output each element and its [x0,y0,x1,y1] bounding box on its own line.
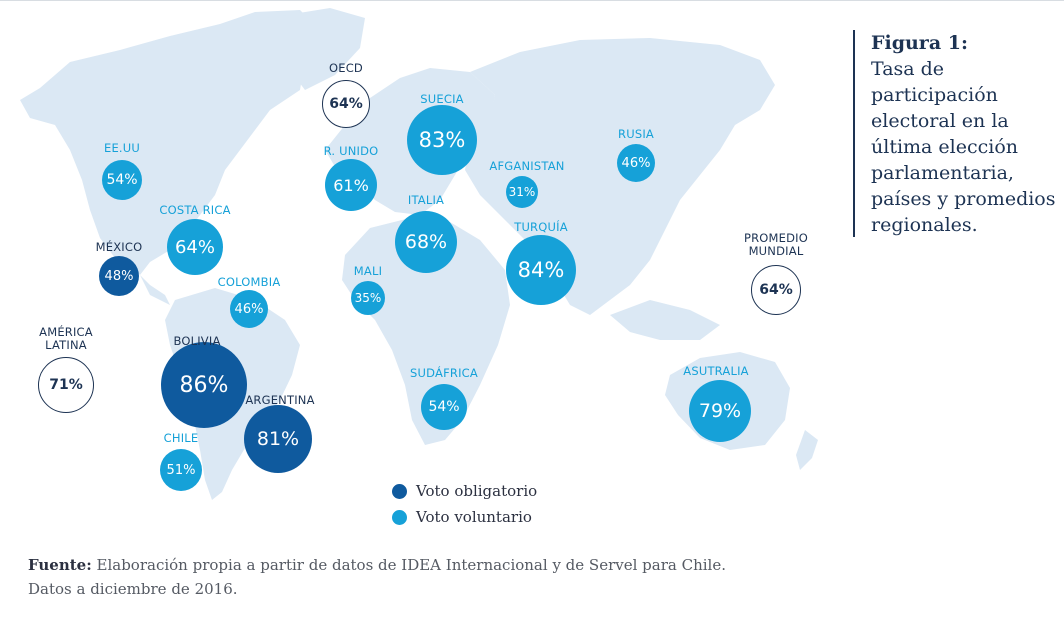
africa-landmass [342,218,510,445]
country-label-mali: MALI [353,264,383,278]
country-label-argentina: ARGENTINA [245,393,315,407]
country-label-méxico: MÉXICO [95,240,143,254]
country-bubble-mali: 35% [351,281,385,315]
country-label-chile: CHILE [163,431,199,445]
country-bubble-afganistan: 31% [506,176,538,208]
country-label-costa-rica: COSTA RICA [159,203,231,217]
country-bubble-r-unido: 61% [325,159,377,211]
average-bubble-promedio-mundial: 64% [751,265,801,315]
country-bubble-sudáfrica: 54% [421,384,467,430]
figure-title: Figura 1: [871,32,968,54]
average-label-promedio-mundial: PROMEDIO MUNDIAL [743,231,809,258]
average-bubble-oecd: 64% [322,80,370,128]
legend-row-voluntario: Voto voluntario [392,504,537,530]
average-label-oecd: OECD [328,61,363,75]
country-label-asutralia: ASUTRALIA [683,364,749,378]
country-bubble-italia: 68% [395,211,457,273]
country-bubble-rusia: 46% [617,144,655,182]
source-text: Elaboración propia a partir de datos de … [91,556,726,574]
country-label-colombia: COLOMBIA [217,275,281,289]
country-bubble-méxico: 48% [99,256,139,296]
figure-caption-block: Figura 1: Tasa de participación electora… [853,30,1059,237]
country-label-turquía: TURQUÍA [514,220,568,234]
greenland-landmass [268,8,365,90]
country-label-rusia: RUSIA [618,127,654,141]
figure-caption: Tasa de participación electoral en la úl… [871,58,1056,236]
legend-row-obligatorio: Voto obligatorio [392,478,537,504]
legend-label-obligatorio: Voto obligatorio [416,482,538,500]
country-label-ee-uu: EE.UU [103,141,141,155]
country-bubble-argentina: 81% [244,405,312,473]
country-bubble-costa-rica: 64% [167,219,223,275]
source-note: Fuente: Elaboración propia a partir de d… [28,553,726,601]
country-bubble-suecia: 83% [407,105,477,175]
country-label-afganistan: AFGANISTAN [489,159,565,173]
country-label-sudáfrica: SUDÁFRICA [410,366,478,380]
country-label-r-unido: R. UNIDO [323,144,379,158]
country-bubble-ee-uu: 54% [102,160,142,200]
legend-dot-obligatorio [392,483,407,499]
legend-dot-voluntario [392,509,407,525]
average-bubble-américa-latina: 71% [38,357,94,413]
country-bubble-chile: 51% [160,449,202,491]
country-bubble-turquía: 84% [506,235,576,305]
source-date-note: Datos a diciembre de 2016. [28,580,238,598]
country-label-italia: ITALIA [407,193,445,207]
legend: Voto obligatorio Voto voluntario [392,478,537,530]
new-zealand-landmass [796,430,818,470]
top-divider [0,0,1064,1]
north-america-landmass [20,10,320,305]
legend-label-voluntario: Voto voluntario [416,508,532,526]
average-label-américa-latina: AMÉRICA LATINA [39,325,93,352]
source-line: Fuente: Elaboración propia a partir de d… [28,553,726,577]
country-label-bolivia: BOLIVIA [173,334,221,348]
country-bubble-bolivia: 86% [161,342,247,428]
country-bubble-asutralia: 79% [689,380,751,442]
country-label-suecia: SUECIA [420,92,464,106]
southeast-asia-landmass [610,300,720,340]
source-label: Fuente: [28,556,92,574]
country-bubble-colombia: 46% [230,290,268,328]
